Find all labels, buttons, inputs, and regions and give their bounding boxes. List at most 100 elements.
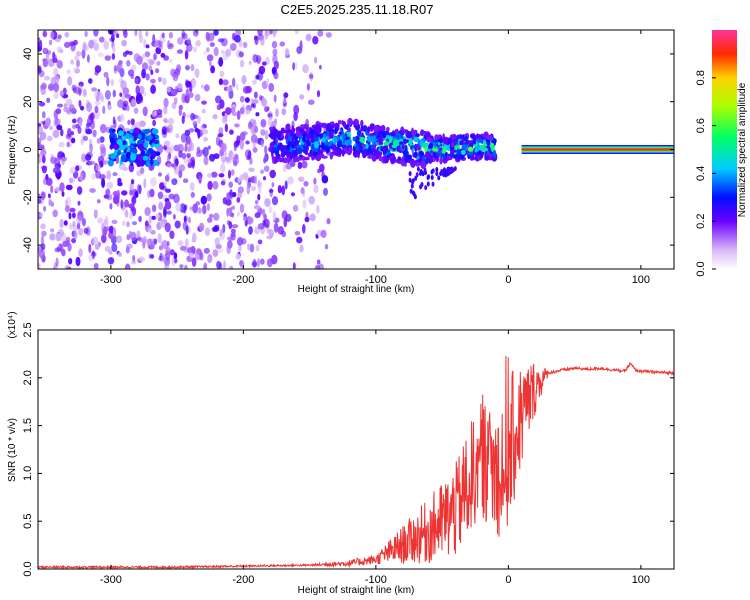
spectrogram-cell — [271, 182, 275, 188]
spectrogram-cell — [190, 112, 196, 121]
spectrogram-cell — [65, 184, 73, 191]
spectrogram-cell — [108, 250, 113, 255]
spectrogram-cell — [75, 165, 80, 172]
spectrogram-cell — [120, 199, 124, 209]
spectrogram-cell — [253, 35, 258, 41]
spectrogram-cell — [316, 90, 321, 98]
y-tick-label: 0.5 — [22, 514, 34, 529]
spectrogram-cell — [254, 226, 260, 235]
spectrogram-cell — [58, 141, 65, 148]
spectrogram-cell — [415, 162, 421, 167]
spectrogram-cell — [465, 139, 469, 145]
spectrogram-cell — [247, 216, 253, 226]
spectrogram-cell — [276, 130, 282, 136]
spectrogram-cell — [304, 216, 310, 223]
snr-panel: -300 -200 -100 0 100 0.0 0.5 1.0 1.5 2.0 2.5 Heig… — [7, 311, 675, 596]
spectrogram-cell — [446, 155, 452, 160]
spectrogram-cell — [413, 194, 417, 200]
spectrogram-cell — [95, 163, 101, 172]
spectrogram-cell — [413, 136, 419, 143]
spectrogram-cell — [72, 212, 76, 219]
spectrogram-cell — [260, 258, 265, 265]
spectrogram-cell — [117, 99, 124, 108]
spectrogram-cell — [273, 138, 276, 146]
spectrogram-cell — [120, 154, 127, 163]
spectrogram-cell — [422, 155, 426, 163]
spectrogram-cell — [355, 143, 360, 152]
spectrogram-cell — [106, 181, 113, 190]
spectrogram-cell — [275, 108, 279, 117]
spectrogram-cell — [224, 112, 228, 123]
spectrogram-cell — [64, 41, 71, 49]
spectrogram-cell — [111, 219, 118, 224]
spectrogram-cell — [52, 54, 57, 60]
spectrogram-cell — [202, 204, 207, 215]
spectrogram-cell — [163, 181, 167, 186]
spectrogram-cell — [474, 155, 478, 161]
spectrogram-cell — [207, 217, 213, 223]
spectrogram-cell — [200, 84, 204, 89]
spectrogram-cell — [112, 172, 118, 177]
spectrogram-cell — [61, 191, 65, 197]
spectrogram-cell — [229, 129, 234, 135]
y-tick-label: 40 — [22, 48, 34, 60]
spectrogram-cell — [246, 185, 251, 195]
spectrogram-cell — [388, 155, 394, 160]
spectrogram-cell — [414, 133, 420, 138]
spectrogram-cell — [431, 137, 435, 141]
spectrogram-cell — [182, 178, 189, 183]
spectrogram-cell — [419, 169, 423, 174]
spectrogram-cell — [253, 205, 261, 210]
spectrogram-cell — [139, 120, 146, 127]
spectrogram-cell — [174, 257, 178, 264]
spectrogram-cell — [161, 32, 165, 39]
spectrogram-cell — [310, 136, 315, 144]
spectrogram-cell — [158, 172, 162, 177]
spectrogram-cell — [200, 125, 204, 130]
spectrogram-cell — [442, 136, 449, 145]
spectrogram-cell — [298, 176, 305, 182]
spectrogram-cell — [178, 108, 182, 117]
spectrogram-cell — [439, 137, 443, 144]
spectrogram-cell — [70, 59, 75, 65]
spectrogram-cell — [169, 230, 175, 239]
spectrogram-cell — [88, 114, 94, 121]
spectrogram-cell — [245, 140, 250, 145]
spectrogram-cell — [331, 125, 335, 129]
spectrogram-cell — [387, 149, 391, 156]
spectrogram-cell — [39, 131, 47, 141]
spectrogram-cell — [237, 176, 241, 183]
spectrogram-cell — [136, 92, 143, 102]
spectrogram-cell — [282, 164, 287, 173]
spectrogram-cell — [206, 47, 210, 53]
spectrogram-cell — [219, 70, 225, 78]
spectrogram-cell — [107, 104, 112, 111]
chart-title: C2E5.2025.235.11.18.R07 — [281, 2, 434, 17]
spectrogram-cell — [255, 245, 260, 252]
spectrogram-cell — [166, 86, 172, 93]
spectrogram-cell — [77, 200, 81, 206]
spectrogram-cell — [53, 75, 60, 84]
spectrogram-cell — [248, 167, 255, 172]
spectrogram-cell — [68, 212, 72, 220]
spectrogram-cell — [193, 46, 197, 53]
spectrogram-cell — [484, 155, 490, 161]
spectrogram-cell — [118, 60, 123, 66]
spectrogram-cell — [245, 109, 251, 115]
spectrogram-cell — [155, 68, 160, 74]
spectrogram-cell — [236, 197, 241, 203]
spectrogram-cell — [266, 227, 271, 234]
spectrogram-cell — [168, 43, 173, 48]
spectrogram-cell — [40, 88, 46, 96]
spectrogram-cell — [228, 181, 233, 188]
spectrogram-cell — [225, 199, 232, 206]
spectrogram-cell — [56, 124, 63, 131]
spectrogram-cell — [366, 150, 371, 156]
spectrogram-cell — [88, 39, 95, 49]
spectrogram-cell — [192, 30, 199, 37]
spectrogram-cell — [260, 169, 265, 174]
spectrogram-cell — [420, 161, 427, 170]
spectrogram-cell — [260, 37, 265, 46]
snr-y-ticks: 0.0 0.5 1.0 1.5 2.0 2.5 — [22, 322, 674, 577]
spectrogram-cell — [228, 207, 233, 214]
